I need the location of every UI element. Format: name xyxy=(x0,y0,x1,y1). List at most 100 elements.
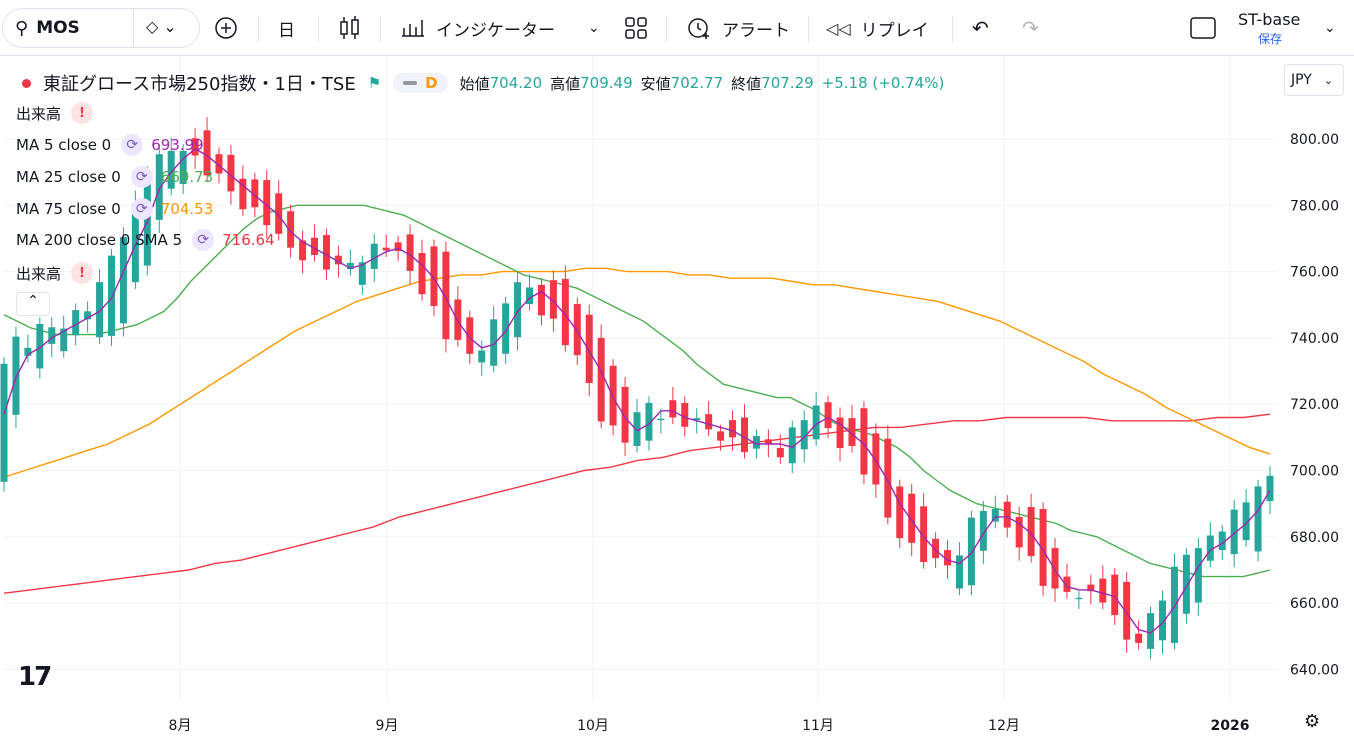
layouts-button[interactable] xyxy=(624,8,648,48)
currency-select[interactable]: JPY ⌄ xyxy=(1284,64,1344,96)
replay-label: リプレイ xyxy=(860,20,929,41)
warning-icon[interactable]: ! xyxy=(71,262,94,284)
interval-button[interactable]: 日 xyxy=(278,20,295,41)
price-chart[interactable]: 800.00 780.00 760.00 740.00 720.00 700.00 680.… xyxy=(0,56,1354,741)
candle-body xyxy=(454,299,462,340)
ma25-legend[interactable]: MA 25 close 0 ⟳ 669.73 xyxy=(16,166,214,188)
candle-body xyxy=(1039,508,1047,586)
candle-body xyxy=(155,154,163,220)
candle-body xyxy=(1230,509,1238,555)
save-status[interactable]: 保存 xyxy=(1258,32,1283,46)
series-legend: 東証グロース市場250指数・1日・TSE ⚑ D 始値 704.20 高値 709.… xyxy=(22,70,944,96)
candle-body xyxy=(60,328,68,352)
candle-body xyxy=(72,310,80,336)
candle-body xyxy=(633,412,641,446)
refresh-icon[interactable]: ⟳ xyxy=(192,229,215,251)
candle-body xyxy=(788,427,796,464)
settings-gear-icon[interactable]: ⚙ xyxy=(1304,711,1321,732)
candle-body xyxy=(764,439,772,444)
undo-button[interactable]: ↶ xyxy=(972,8,989,48)
collapse-legend-button[interactable]: ⌃ xyxy=(16,292,50,316)
candle-body xyxy=(573,304,581,356)
candle-body xyxy=(48,327,56,344)
refresh-icon[interactable]: ⟳ xyxy=(130,198,153,220)
price-axis-label: 640.00 xyxy=(1290,662,1339,678)
candle-body xyxy=(908,493,916,543)
candle-body xyxy=(1147,613,1155,649)
replay-button[interactable]: ◁◁ リプレイ xyxy=(826,8,929,48)
warning-icon[interactable]: ! xyxy=(71,102,94,124)
search-icon: ⚲ xyxy=(15,17,29,39)
candle-body xyxy=(514,282,522,338)
chart-type-button[interactable] xyxy=(338,8,362,48)
candle-body xyxy=(705,414,713,430)
ma75-line xyxy=(3,267,1271,478)
ma75-legend[interactable]: MA 75 close 0 ⟳ 704.53 xyxy=(16,198,214,220)
volume-legend-1[interactable]: 出来高! xyxy=(16,102,94,124)
ma5-legend[interactable]: MA 5 close 0 ⟳ 693.99 xyxy=(16,134,204,156)
candle-body xyxy=(1206,535,1214,561)
candle-body xyxy=(1123,581,1131,640)
candle-body xyxy=(800,420,808,450)
candle-body xyxy=(406,234,414,271)
candle-body xyxy=(955,555,963,589)
indicators-dropdown-icon[interactable]: ⌄ xyxy=(588,20,600,36)
tradingview-logo[interactable]: 17 xyxy=(18,662,52,692)
candle-body xyxy=(549,280,557,319)
candle-body xyxy=(179,150,187,185)
add-symbol-button[interactable] xyxy=(210,8,242,48)
refresh-icon[interactable]: ⟳ xyxy=(130,166,153,188)
candle-body xyxy=(442,251,450,340)
candle-body xyxy=(251,179,259,208)
candle-body xyxy=(143,172,151,266)
candle-body xyxy=(824,402,832,429)
candle-body xyxy=(191,138,199,156)
time-axis-label: 10月 xyxy=(577,718,609,734)
volume-legend-2[interactable]: 出来高! xyxy=(16,262,94,284)
chart-area[interactable]: 800.00 780.00 760.00 740.00 720.00 700.00 680.… xyxy=(0,56,1354,741)
compare-icon[interactable]: ◇ ⌄ xyxy=(146,17,177,36)
candle-body xyxy=(1194,548,1202,603)
time-axis-label: 11月 xyxy=(802,718,834,734)
candle-body xyxy=(967,517,975,586)
candle-body xyxy=(681,402,689,427)
candle-body xyxy=(478,350,486,363)
layout-toggle-button[interactable] xyxy=(1190,8,1216,48)
candle-body xyxy=(860,408,868,475)
layout-dropdown-icon[interactable]: ⌄ xyxy=(1324,20,1336,36)
price-axis-label: 700.00 xyxy=(1290,464,1339,480)
candle-body xyxy=(96,282,104,338)
candle-body xyxy=(848,418,856,446)
candle-body xyxy=(322,235,330,270)
ma200-legend[interactable]: MA 200 close 0 SMA 5 ⟳ 716.64 xyxy=(16,229,275,251)
candle-body xyxy=(1242,502,1250,541)
time-axis-label: 2026 xyxy=(1211,718,1250,734)
candle-body xyxy=(585,314,593,383)
alert-label: アラート xyxy=(722,20,790,41)
time-axis-label: 8月 xyxy=(169,718,192,734)
candle-body xyxy=(1170,566,1178,643)
refresh-icon[interactable]: ⟳ xyxy=(121,134,144,156)
candle-body xyxy=(394,242,402,252)
candle-body xyxy=(215,154,223,174)
candle-body xyxy=(430,246,438,307)
alert-button[interactable]: アラート xyxy=(686,8,790,48)
redo-button[interactable]: ↷ xyxy=(1022,8,1039,48)
layout-name[interactable]: ST-base xyxy=(1238,10,1301,29)
candle-body xyxy=(609,365,617,426)
candle-body xyxy=(526,287,534,305)
candle-body xyxy=(896,486,904,539)
indicators-button[interactable]: インジケーター xyxy=(400,8,555,48)
candle-body xyxy=(932,538,940,559)
candle-body xyxy=(490,319,498,366)
time-axis-label: 9月 xyxy=(376,718,399,734)
candle-body xyxy=(1135,633,1143,643)
data-status-badge[interactable]: D xyxy=(393,73,448,93)
candle-body xyxy=(561,278,569,346)
price-axis-label: 740.00 xyxy=(1290,331,1339,347)
time-axis-label: 12月 xyxy=(988,718,1020,734)
candle-body xyxy=(466,317,474,354)
candle-body xyxy=(884,438,892,518)
candle-body xyxy=(1015,516,1023,548)
symbol-search[interactable]: ⚲ MOS ◇ ⌄ xyxy=(2,8,200,48)
